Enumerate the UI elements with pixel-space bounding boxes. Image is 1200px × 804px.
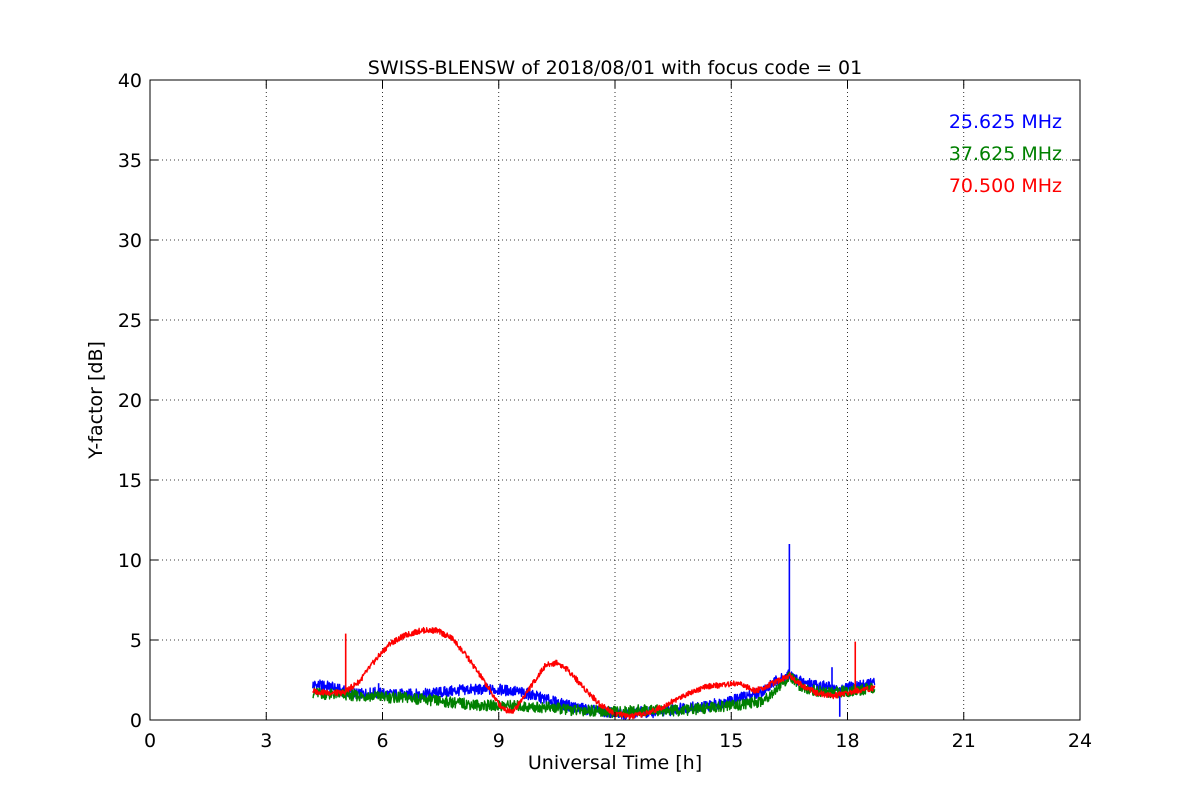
- grid-layer: [150, 80, 1080, 720]
- legend-label: 37.625 MHz: [949, 143, 1062, 165]
- x-tick-label: 18: [835, 730, 859, 752]
- x-tick-label: 12: [603, 730, 627, 752]
- y-tick-label: 35: [118, 150, 142, 172]
- y-tick-label: 10: [118, 550, 142, 572]
- x-tick-label: 24: [1068, 730, 1092, 752]
- x-tick-label: 15: [719, 730, 743, 752]
- y-axis-label: Y-factor [dB]: [85, 341, 107, 460]
- x-tick-label: 6: [376, 730, 388, 752]
- legend-layer: 25.625 MHz 37.625 MHz 70.500 MHz: [949, 111, 1062, 197]
- x-axis-label: Universal Time [h]: [528, 752, 702, 774]
- x-tick-label: 0: [144, 730, 156, 752]
- tick-layer: 0 3 6 9 12 15 18 21 24 0 5 10 15 20 25 30 35 40: [118, 70, 1092, 752]
- x-tick-label: 9: [493, 730, 505, 752]
- chart-title: SWISS-BLENSW of 2018/08/01 with focus co…: [368, 57, 862, 79]
- legend-label: 70.500 MHz: [949, 175, 1062, 197]
- series-layer: [312, 544, 876, 720]
- x-tick-label: 21: [952, 730, 976, 752]
- x-tick-label: 3: [260, 730, 272, 752]
- y-tick-label: 30: [118, 230, 142, 252]
- y-tick-label: 25: [118, 310, 142, 332]
- y-tick-label: 0: [130, 710, 142, 732]
- series-line: [312, 626, 876, 720]
- series-line: [312, 671, 876, 719]
- y-tick-label: 5: [130, 630, 142, 652]
- y-tick-label: 15: [118, 470, 142, 492]
- legend-label: 25.625 MHz: [949, 111, 1062, 133]
- y-tick-label: 40: [118, 70, 142, 92]
- y-tick-label: 20: [118, 390, 142, 412]
